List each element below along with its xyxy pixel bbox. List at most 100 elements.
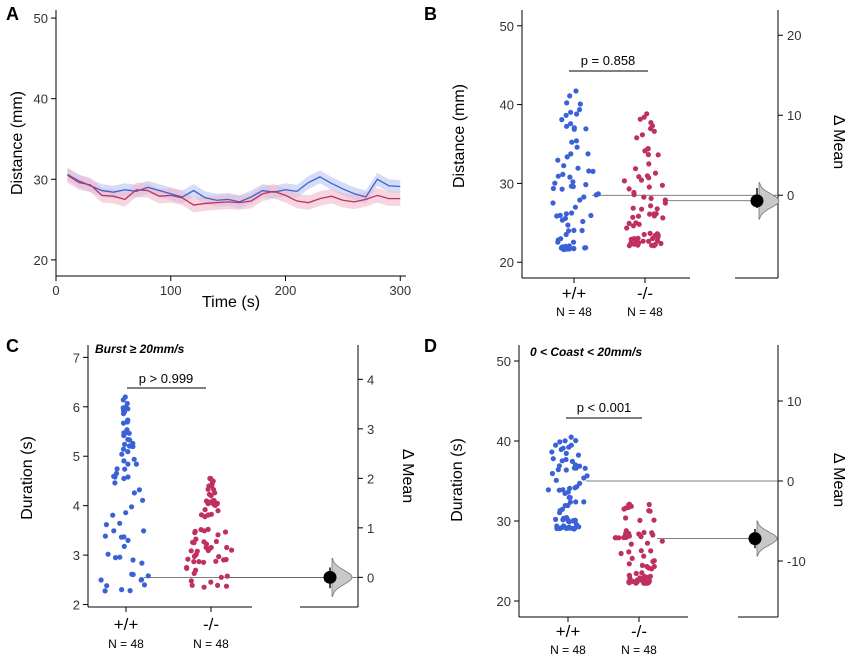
panel-c-n-wt: N = 48 — [108, 637, 144, 651]
panel-pb-dot — [571, 227, 577, 233]
panel-d-reference-lines — [586, 480, 778, 539]
panel-pd-dot — [618, 550, 624, 557]
panel-a-ytick-label: 50 — [34, 11, 48, 26]
panel-pc-ytick-label: 2 — [73, 598, 80, 613]
panel-pc-dot — [193, 567, 199, 573]
panel-pb-dot — [652, 170, 659, 176]
panel-pd-dot — [626, 533, 633, 539]
panel-pd-dot — [641, 573, 648, 580]
panel-pc-dot — [191, 553, 197, 560]
panel-pc-dot — [140, 497, 146, 503]
panel-a-series-line-0 — [67, 173, 401, 203]
panel-c-delta-distribution — [323, 558, 353, 597]
panel-pc-dot — [104, 583, 110, 589]
panel-pb-dot — [641, 114, 647, 120]
panel-pb-dot — [648, 203, 654, 209]
panel-pb-dot — [633, 238, 639, 244]
panel-pd-dot — [644, 540, 651, 546]
panel-pc-dot — [206, 491, 212, 497]
panel-pd-dot — [581, 475, 587, 481]
panel-pb-dot — [564, 100, 570, 106]
panel-pb-dot — [628, 236, 634, 242]
panel-pc-dot — [131, 490, 137, 496]
panel-pc-dot — [223, 556, 229, 563]
panel-pc-dot — [141, 528, 147, 534]
panel-pd-dot — [559, 506, 566, 512]
panel-pd-dot — [626, 501, 633, 507]
panel-pc-y2tick-label: 1 — [367, 521, 374, 536]
panel-pb-delta-density — [758, 182, 780, 220]
panel-pc-dot — [124, 427, 130, 433]
panel-pb-dot — [559, 186, 565, 192]
panel-c-dots — [98, 394, 235, 594]
panel-pb-dot — [571, 126, 577, 132]
panel-pc-dot — [131, 456, 137, 462]
panel-pb-dot — [583, 182, 589, 188]
panel-pc-dot — [216, 554, 222, 560]
panel-pc-dot — [201, 559, 207, 565]
panel-pc-dot — [202, 514, 208, 520]
panel-pd-dot — [637, 517, 643, 524]
panel-pc-ytick-label: 5 — [73, 449, 80, 464]
panel-pb-dot — [621, 178, 628, 184]
panel-b-reference-lines — [592, 194, 778, 202]
panel-d-delta-distribution — [748, 520, 778, 557]
panel-pb-dot — [569, 210, 575, 216]
panel-pc-y2tick-label: 0 — [367, 570, 374, 585]
panel-a-y-label: Distance (mm) — [9, 91, 26, 195]
panel-pc-dot — [121, 543, 127, 550]
panel-pb-dot — [658, 240, 664, 247]
panel-pb-dot — [566, 228, 572, 234]
panel-pc-dot — [205, 526, 211, 533]
panel-pc-dot — [193, 536, 199, 542]
panel-d-annotation: 0 < Coast < 20mm/s — [530, 345, 642, 359]
panel-a-ytick-label: 30 — [34, 172, 48, 187]
panel-pb-dot — [626, 186, 632, 192]
panel-pb-dot — [647, 230, 653, 236]
panel-pd-dot — [572, 485, 578, 491]
panel-c-y2-label: Δ Mean — [399, 449, 416, 503]
panel-pb-dot — [563, 112, 569, 118]
panel-pc-dot — [125, 436, 131, 443]
panel-pb-ytick-label: 50 — [500, 19, 514, 34]
panel-pc-dot — [194, 548, 200, 554]
panel-pd-dot — [553, 442, 559, 448]
panel-pd-dot — [634, 579, 640, 585]
panel-pb-dot — [581, 194, 587, 200]
panel-pd-y2tick-label: -10 — [787, 554, 806, 569]
panel-pc-dot — [133, 461, 139, 467]
panel-b-y-label: Distance (mm) — [451, 84, 468, 188]
panel-pb-y2tick-label: 20 — [787, 28, 801, 43]
panel-b-delta-distribution — [750, 182, 780, 220]
panel-pb-dot — [570, 179, 576, 185]
panel-a-xtick-label: 0 — [52, 283, 59, 298]
panel-pb-dot — [636, 174, 642, 180]
panel-pb-dot — [572, 204, 579, 210]
panel-a-x-label: Time (s) — [202, 294, 260, 311]
panel-label-c: C — [6, 336, 19, 356]
panel-pb-dot — [645, 152, 652, 158]
panel-pb-y2tick-label: 10 — [787, 108, 801, 123]
panel-pb-dot — [573, 138, 580, 144]
panel-pd-delta-mean — [748, 532, 762, 546]
panel-pc-dot — [222, 529, 229, 535]
panel-pd-dot — [626, 561, 632, 567]
panel-pb-dot — [646, 161, 652, 167]
panel-d-ticks: 20 30 40 50 -10 0 10 — [497, 354, 806, 622]
panel-c-y-label: Duration (s) — [19, 436, 36, 520]
panel-pc-dot — [125, 461, 131, 467]
panel-pd-dot — [647, 573, 654, 579]
panel-pb-dot — [574, 144, 580, 150]
panel-d-n-wt: N = 48 — [550, 643, 586, 657]
panel-a-band-1 — [67, 167, 401, 213]
panel-pb-dot — [649, 236, 656, 242]
panel-pb-dot — [577, 101, 583, 107]
panel-pc-dot — [127, 588, 133, 594]
panel-pb-dot — [653, 211, 659, 217]
panel-pc-dot — [122, 430, 128, 437]
panel-pb-ytick-label: 20 — [500, 255, 514, 270]
panel-pb-dot — [655, 152, 661, 158]
panel-pb-dot — [626, 243, 633, 249]
panel-pd-dot — [553, 477, 559, 483]
panel-pc-dot — [120, 397, 126, 403]
